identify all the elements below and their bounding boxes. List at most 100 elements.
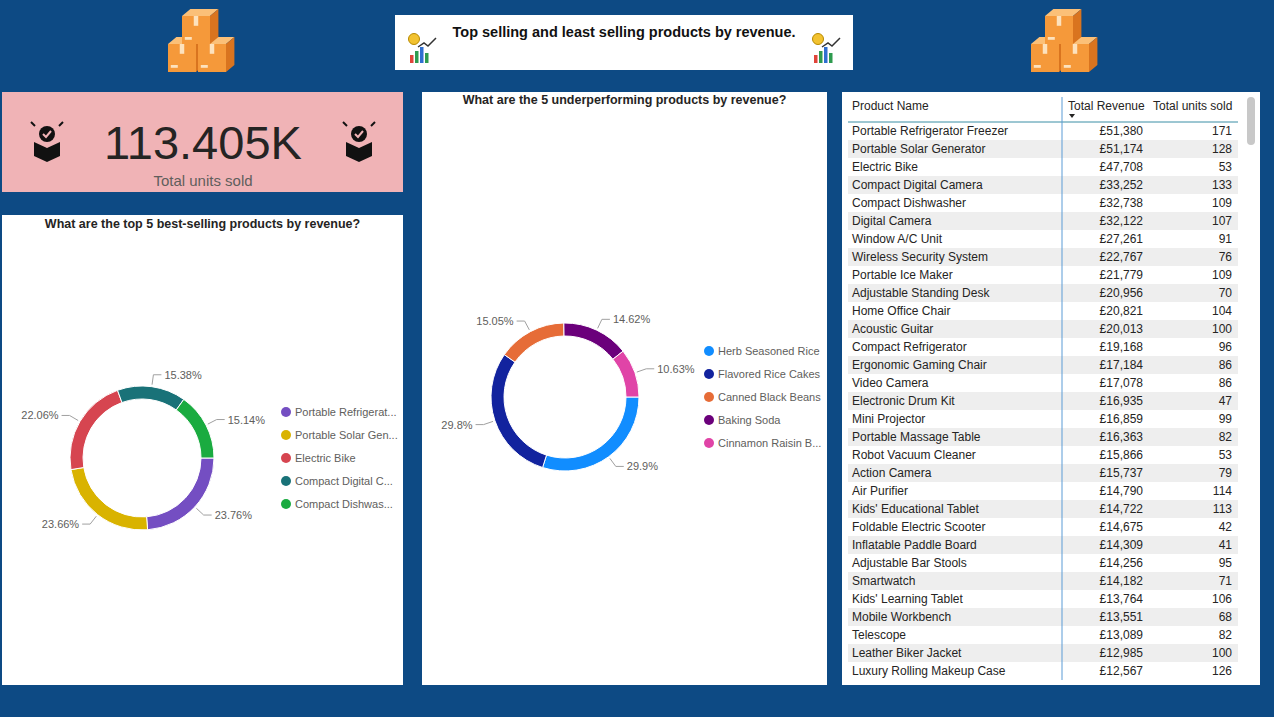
donut: [70, 386, 214, 530]
row-band: [848, 392, 1238, 410]
table-cell: Adjustable Standing Desk: [852, 286, 990, 300]
legend-label: Baking Soda: [718, 414, 781, 426]
table-cell: £17,078: [1100, 376, 1144, 390]
table-cell: Leather Biker Jacket: [852, 646, 962, 660]
table-cell: Portable Massage Table: [852, 430, 981, 444]
table-cell: Mobile Workbench: [852, 610, 951, 624]
leader-line: [637, 369, 654, 372]
row-band: [848, 464, 1238, 482]
table-panel: [842, 92, 1260, 685]
badge: [39, 126, 55, 142]
table-cell: £17,184: [1100, 358, 1144, 372]
leader-line: [598, 319, 610, 328]
legend-marker: [704, 392, 714, 402]
column-header: Total Revenue: [1068, 99, 1145, 113]
cube-side: [1073, 9, 1081, 44]
legend-marker: [704, 415, 714, 425]
table-cell: Compact Refrigerator: [852, 340, 967, 354]
table-cell: £14,722: [1100, 502, 1144, 516]
cube-tape: [1057, 16, 1061, 26]
table-cell: £13,551: [1100, 610, 1144, 624]
table-cell: Mini Projector: [852, 412, 925, 426]
row-band: [848, 176, 1238, 194]
table-cell: 100: [1212, 646, 1232, 660]
cube-front: [1031, 44, 1059, 72]
cube-front: [182, 16, 210, 44]
data-label: 22.06%: [21, 409, 59, 421]
table-cell: 53: [1219, 160, 1233, 174]
row-band: [848, 644, 1238, 662]
legend-marker: [281, 453, 291, 463]
table-cell: 79: [1219, 466, 1233, 480]
header-rule: [848, 122, 1238, 123]
table-cell: £13,089: [1100, 628, 1144, 642]
legend-label: Compact Digital C...: [295, 475, 393, 487]
table-cell: £20,821: [1100, 304, 1144, 318]
table-cell: £21,779: [1100, 268, 1144, 282]
slice: [118, 386, 184, 410]
table-cell: £16,363: [1100, 430, 1144, 444]
legend: Portable Refrigerat...Portable Solar Gen…: [281, 406, 398, 510]
table-cell: £14,790: [1100, 484, 1144, 498]
leader-line: [196, 508, 211, 515]
table-cell: 100: [1212, 322, 1232, 336]
table-cell: £15,866: [1100, 448, 1144, 462]
check: [355, 131, 363, 137]
kpi-value: 113.405K: [104, 116, 302, 169]
table-cell: Compact Digital Camera: [852, 178, 983, 192]
cube-tape: [210, 44, 214, 54]
row-band: [848, 284, 1238, 302]
dashboard: Top selling and least selling products b…: [0, 0, 1274, 717]
table-cell: Kids' Educational Tablet: [852, 502, 979, 516]
table-cell: Electronic Drum Kit: [852, 394, 955, 408]
scrollbar: [1247, 97, 1255, 145]
box-body: [34, 142, 60, 162]
cube-front: [1061, 44, 1089, 72]
table-cell: 114: [1213, 484, 1232, 498]
table-cell: Home Office Chair: [852, 304, 950, 318]
legend-label: Cinnamon Raisin B...: [718, 437, 821, 449]
legend-label: Compact Dishwas...: [295, 498, 393, 510]
table: Product Name Total Revenue Total units sol…: [848, 97, 1238, 680]
table-cell: 126: [1212, 664, 1232, 678]
table-cell: £51,174: [1100, 142, 1144, 156]
cube-front: [168, 44, 196, 72]
slice: [71, 468, 148, 530]
table-cell: 91: [1219, 232, 1233, 246]
bar-icon: [829, 53, 833, 63]
bar-icon: [415, 51, 419, 63]
slice: [147, 458, 214, 530]
table-cell: Compact Dishwasher: [852, 196, 966, 210]
kpi-label: Total units sold: [153, 172, 252, 189]
leader-line: [82, 516, 96, 524]
leader-line: [208, 420, 225, 425]
leader-line: [517, 321, 530, 330]
table-cell: Window A/C Unit: [852, 232, 943, 246]
cube-side: [1089, 37, 1097, 72]
slice: [564, 323, 623, 359]
cube-front: [198, 44, 226, 72]
table-cell: 82: [1219, 628, 1233, 642]
table-cell: 96: [1219, 340, 1233, 354]
table-cell: Video Camera: [852, 376, 929, 390]
table-cell: 70: [1219, 286, 1233, 300]
table-cell: Adjustable Bar Stools: [852, 556, 967, 570]
chart-title: What are the 5 underperforming products …: [463, 93, 787, 107]
box-check-icon: [343, 122, 375, 162]
table-cell: £20,956: [1100, 286, 1144, 300]
data-labels: 29.9%29.8%15.05%14.62%10.63%: [441, 313, 694, 472]
row-band: [848, 212, 1238, 230]
ray: [59, 122, 63, 126]
table-cell: Wireless Security System: [852, 250, 988, 264]
table-cell: 171: [1212, 124, 1232, 138]
data-label: 29.8%: [441, 419, 472, 431]
table-cell: Telescope: [852, 628, 906, 642]
leader-line: [62, 415, 79, 420]
bar-icon: [819, 51, 823, 63]
legend-marker: [281, 499, 291, 509]
row-band: [848, 248, 1238, 266]
legend: Herb Seasoned RiceFlavored Rice CakesCan…: [704, 345, 821, 449]
column-header: Total units sold: [1153, 99, 1232, 113]
slice: [70, 390, 122, 469]
column-header: Product Name: [852, 99, 929, 113]
